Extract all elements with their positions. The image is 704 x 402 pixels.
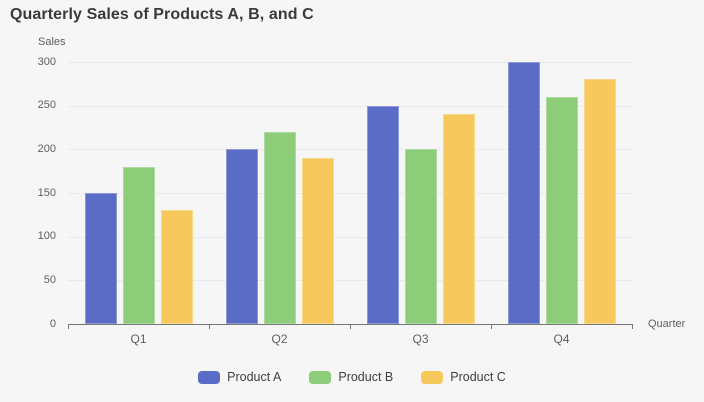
bar-q3-product-a[interactable] [366, 105, 399, 324]
gridline-200 [68, 149, 632, 151]
x-axis-tick-2 [350, 324, 351, 329]
y-tick-label-150: 150 [37, 186, 56, 199]
bar-q2-product-b[interactable] [263, 131, 296, 324]
gridline-250 [68, 105, 632, 107]
x-axis-tick-4 [632, 324, 633, 329]
legend-swatch-product-a [198, 370, 221, 384]
x-axis-tick-1 [209, 324, 210, 329]
bar-q2-product-c[interactable] [301, 158, 334, 324]
bar-q1-product-a[interactable] [84, 193, 117, 324]
y-tick-label-200: 200 [37, 142, 56, 155]
legend-label: Product A [227, 370, 282, 384]
x-category-label-q4: Q4 [553, 332, 570, 346]
y-tick-label-100: 100 [37, 230, 56, 243]
legend-label: Product C [450, 370, 506, 384]
legend: Product A Product B Product C [0, 370, 704, 384]
legend-swatch-product-b [309, 370, 332, 384]
legend-label: Product B [338, 370, 394, 384]
legend-item-product-c[interactable]: Product C [421, 370, 506, 384]
bar-q3-product-c[interactable] [442, 114, 475, 324]
gridline-150 [68, 193, 632, 194]
gridline-50 [68, 280, 632, 282]
y-tick-label-50: 50 [43, 273, 56, 286]
legend-item-product-b[interactable]: Product B [309, 370, 393, 384]
x-category-label-q1: Q1 [130, 332, 147, 346]
bar-q2-product-a[interactable] [225, 149, 258, 324]
y-tick-label-250: 250 [37, 99, 56, 112]
legend-swatch-product-c [421, 370, 444, 384]
bar-q4-product-c[interactable] [583, 79, 616, 324]
x-axis-tick-3 [491, 324, 492, 329]
gridline-100 [68, 236, 632, 238]
y-tick-label-0: 0 [49, 317, 56, 330]
bar-q4-product-b[interactable] [545, 96, 578, 324]
bar-q1-product-b[interactable] [122, 166, 155, 324]
x-category-label-q2: Q2 [271, 332, 288, 346]
x-axis-title: Quarter [648, 318, 686, 330]
gridline-300 [68, 62, 632, 63]
y-tick-label-300: 300 [37, 55, 56, 68]
x-category-label-q3: Q3 [412, 332, 429, 346]
bar-q3-product-b[interactable] [404, 149, 437, 324]
chart-title: Quarterly Sales of Products A, B, and C [10, 6, 314, 23]
bar-q4-product-a[interactable] [507, 62, 540, 324]
x-axis-tick-0 [68, 324, 69, 329]
y-axis-title: Sales [38, 36, 66, 48]
bar-q1-product-c[interactable] [160, 210, 193, 324]
legend-item-product-a[interactable]: Product A [198, 370, 281, 384]
